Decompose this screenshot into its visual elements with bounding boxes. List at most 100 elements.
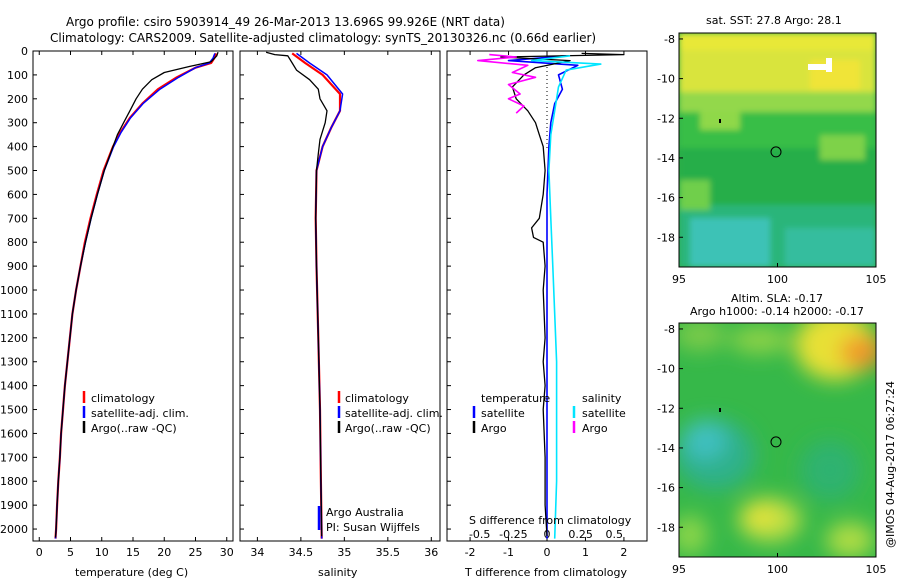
- salinity-axes-frame: [239, 50, 441, 542]
- imos-credit: @IMOS 04-Aug-2017 06:27:24: [884, 381, 897, 548]
- legend-argo-label: Argo(..raw -QC): [91, 422, 177, 435]
- salinity-series: [265, 51, 344, 539]
- sla-map-field: [679, 323, 876, 557]
- annotation-line-1: Argo Australia: [326, 506, 404, 519]
- series-line-t-satellite: [507, 55, 579, 539]
- s-tick-label: 0.25: [568, 528, 593, 541]
- map-y-tick-label: -18: [657, 231, 675, 244]
- legend-satellite-label: satellite-adj. clim.: [91, 407, 189, 420]
- legend-s-argo-label: Argo: [582, 422, 608, 435]
- depth-tick-label: 600: [7, 188, 28, 201]
- x-tick-label: 15: [126, 546, 140, 559]
- sla-map-axes: 95 100 105 -8 -10 -12 -14 -16 -18: [657, 323, 886, 576]
- depth-tick-label: 1900: [0, 499, 28, 512]
- series-line-satellite: [296, 52, 344, 539]
- depth-tick-label: 1300: [0, 356, 28, 369]
- annotation-line-2: PI: Susan Wijffels: [326, 521, 420, 534]
- salinity-annotation: Argo Australia PI: Susan Wijffels: [317, 506, 420, 534]
- s-difference-x-axis: -0.5 -0.25 0 0.25 0.5: [469, 528, 623, 541]
- sla-map-panel: Altim. SLA: -0.17 Argo h1000: -0.14 h200…: [657, 292, 886, 576]
- salinity-panel: 34 34.5 35 35.5 36 salinity climatology sate…: [239, 50, 443, 579]
- x-tick-label: 36: [424, 546, 438, 559]
- depth-tick-label: 100: [7, 69, 28, 82]
- sla-map-title-2: Argo h1000: -0.14 h2000: -0.17: [690, 305, 864, 318]
- argo-location-marker: [770, 146, 782, 158]
- depth-tick-label: 1500: [0, 404, 28, 417]
- series-line-argo: [265, 51, 328, 537]
- depth-tick-label: 1400: [0, 380, 28, 393]
- x-tick-label: 34.5: [289, 546, 314, 559]
- temperature-x-axis: 0 5 10 15 20 25 30: [36, 51, 234, 559]
- x-tick-label: -2: [465, 546, 476, 559]
- depth-tick-label: 1100: [0, 308, 28, 321]
- map-y-tick-label: -12: [657, 112, 675, 125]
- map-x-tick-label: 95: [672, 563, 686, 576]
- temperature-legend: climatology satellite-adj. clim. Argo(..…: [82, 391, 189, 435]
- map-x-tick-label: 100: [767, 563, 788, 576]
- x-tick-label: 5: [67, 546, 74, 559]
- salinity-xlabel: salinity: [318, 566, 358, 579]
- depth-tick-label: 1200: [0, 332, 28, 345]
- temperature-panel: 0100200300400500600700800900100011001200…: [0, 45, 451, 579]
- sst-map-title: sat. SST: 27.8 Argo: 28.1: [706, 14, 842, 27]
- depth-tick-label: 1600: [0, 427, 28, 440]
- map-x-tick-label: 100: [767, 273, 788, 286]
- x-tick-label: 1: [582, 546, 589, 559]
- sla-map-title-1: Altim. SLA: -0.17: [731, 292, 823, 305]
- x-tick-label: 2: [620, 546, 627, 559]
- depth-tick-label: 1000: [0, 284, 28, 297]
- s-tick-label: -0.25: [499, 528, 527, 541]
- depth-tick-label: 0: [21, 45, 28, 58]
- depth-axis: 0 100 200 300 400 500 600 700 800 900 1000 1100 1200…: [0, 45, 451, 536]
- sst-map-axes: 95 100 105 -8 -10 -12 -14 -16 -18: [657, 33, 886, 286]
- s-tick-label: 0.5: [606, 528, 624, 541]
- salinity-legend: climatology satellite-adj. clim. Argo(..…: [337, 391, 443, 435]
- sst-map-field: [679, 33, 876, 267]
- land-mask: [808, 64, 830, 70]
- series-line-argo: [54, 51, 219, 538]
- sst-map-panel: sat. SST: 27.8 Argo: 28.1 95 100 105-8-1: [657, 14, 886, 286]
- map-y-tick-label: -14: [657, 442, 675, 455]
- series-line-s-argo: [477, 53, 537, 114]
- x-tick-label: 0: [544, 546, 551, 559]
- difference-legend: temperature satellite Argo salinity sate…: [472, 392, 626, 435]
- series-line-satellite: [54, 53, 216, 539]
- map-x-tick-label: 105: [866, 273, 887, 286]
- series-line-t-argo: [500, 52, 625, 537]
- depth-tick-label: 400: [7, 141, 28, 154]
- legend-temperature-title: temperature: [481, 392, 550, 405]
- legend-argo-label: Argo(..raw -QC): [345, 422, 431, 435]
- x-tick-label: 20: [157, 546, 171, 559]
- legend-satellite-label: satellite-adj. clim.: [345, 407, 443, 420]
- map-x-tick-label: 95: [672, 273, 686, 286]
- map-y-tick-label: -8: [664, 33, 675, 46]
- map-y-tick-label: -18: [657, 521, 675, 534]
- argo-location-marker: [770, 436, 782, 448]
- x-tick-label: 35: [337, 546, 351, 559]
- legend-t-satellite-label: satellite: [481, 407, 525, 420]
- legend-s-satellite-label: satellite: [582, 407, 626, 420]
- title-line-1: Argo profile: csiro 5903914_49 26-Mar-20…: [66, 15, 505, 29]
- depth-tick-label: 300: [7, 117, 28, 130]
- temperature-series: [54, 51, 219, 539]
- legend-salinity-title: salinity: [582, 392, 622, 405]
- depth-tick-label: 2000: [0, 523, 28, 536]
- map-y-tick-label: -8: [664, 323, 675, 336]
- land-mask: [826, 58, 832, 72]
- legend-climatology-label: climatology: [345, 392, 409, 405]
- depth-tick-label: 900: [7, 260, 28, 273]
- salinity-x-axis: 34 34.5 35 35.5 36: [250, 51, 438, 559]
- map-y-tick-label: -14: [657, 152, 675, 165]
- temperature-xlabel: temperature (deg C): [75, 566, 188, 579]
- map-y-tick-label: -16: [657, 482, 675, 495]
- t-difference-xlabel: T difference from climatology: [464, 566, 627, 579]
- depth-tick-label: 1700: [0, 451, 28, 464]
- depth-tick-label: 500: [7, 165, 28, 178]
- s-difference-label: S difference from climatology: [469, 514, 632, 527]
- title-line-2: Climatology: CARS2009. Satellite-adjuste…: [50, 31, 596, 45]
- x-tick-label: 34: [250, 546, 264, 559]
- depth-tick-label: 700: [7, 212, 28, 225]
- map-y-tick-label: -10: [657, 73, 675, 86]
- series-line-s-satellite: [530, 55, 602, 539]
